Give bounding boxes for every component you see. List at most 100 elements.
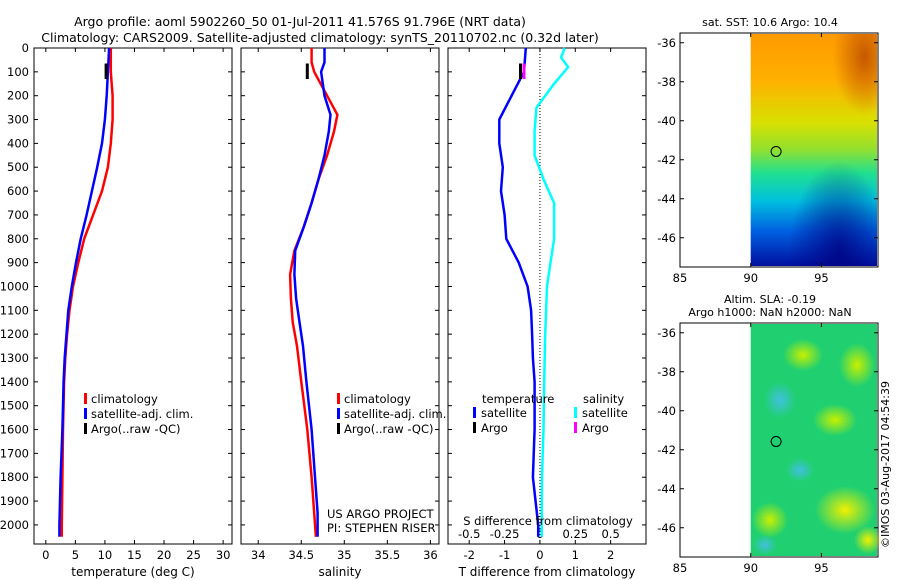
- legend-swatch-climatology: [84, 393, 87, 404]
- temperature-diff-label: T difference from climatology: [458, 565, 636, 579]
- figure-title-line2: Climatology: CARS2009. Satellite-adjuste…: [41, 30, 598, 45]
- lat-tick-label: -42: [657, 443, 676, 457]
- sla-blob: [764, 382, 796, 418]
- salinity-x-axis: 34 34.5 35 35.5 36: [251, 48, 438, 562]
- legend-swatch-temp-satellite: [473, 407, 476, 418]
- salinity-panel: 34 34.5 35 35.5 36 salinity climatology sate…: [240, 47, 446, 579]
- lat-tick-label: -40: [657, 114, 676, 128]
- salinity-plot-frame: [240, 47, 440, 545]
- legend-swatch-sal-satellite: [574, 407, 577, 418]
- x-tick-label: 35.5: [375, 548, 401, 562]
- sst-field: [750, 34, 877, 266]
- depth-tick-label: 1500: [0, 399, 29, 413]
- depth-tick-label: 1200: [0, 327, 29, 341]
- legend-swatch-climatology: [337, 393, 340, 404]
- depth-tick-label: 1000: [0, 279, 29, 293]
- x-tick-label: 36: [423, 548, 438, 562]
- temperature-x-axis: 0 5 10 15 20 25 30: [42, 48, 230, 562]
- depth-tick-label: 700: [7, 208, 29, 222]
- x-tick-label: 0: [536, 548, 543, 562]
- depth-tick-label: 1700: [0, 446, 29, 460]
- sla-blob: [815, 486, 875, 534]
- lat-tick-label: -38: [657, 75, 676, 89]
- lon-tick-label: 90: [743, 271, 758, 285]
- depth-tick-label: 200: [7, 89, 29, 103]
- legend-swatch-satellite: [337, 408, 340, 419]
- lat-tick-label: -36: [657, 36, 676, 50]
- sla-map-subtitle: Argo h1000: NaN h2000: NaN: [688, 306, 851, 319]
- temperature-series: [58, 47, 114, 537]
- lat-tick-label: -44: [657, 192, 676, 206]
- depth-tick-label: 400: [7, 136, 29, 150]
- legend-label-satellite: satellite-adj. clim.: [344, 407, 446, 421]
- lat-tick-label: -46: [657, 231, 676, 245]
- sst-map-panel: sat. SST: 10.6 Argo: 10.4 -36 -38 -40 -42 -4…: [657, 16, 879, 285]
- lat-tick-label: -42: [657, 153, 676, 167]
- legend-label-temp-satellite: satellite: [481, 406, 527, 420]
- temperature-legend: climatology satellite-adj. clim. Argo(..…: [84, 392, 193, 436]
- salinity-series: [288, 48, 339, 537]
- lon-tick-label: 85: [673, 271, 688, 285]
- lat-tick-label: -36: [657, 326, 676, 340]
- legend-label-satellite: satellite-adj. clim.: [91, 407, 193, 421]
- profile-location-marker: [770, 436, 782, 447]
- legend-swatch-sal-argo: [574, 422, 577, 433]
- credit-pi: PI: STEPHEN RISER: [327, 521, 436, 535]
- sst-map-lat-axis: -36 -38 -40 -42 -44 -46: [657, 36, 878, 245]
- salinity-diff-label: S difference from climatology: [463, 514, 633, 528]
- sla-map-title: Altim. SLA: -0.19: [724, 293, 816, 306]
- x-tick-label: 34: [251, 548, 266, 562]
- lon-tick-label: 95: [814, 561, 829, 575]
- depth-tick-label: 0: [22, 41, 29, 55]
- sla-blob: [813, 404, 857, 436]
- lon-tick-label: 85: [673, 561, 688, 575]
- sst-cold-patch: [750, 34, 877, 266]
- depth-tick-label: 1600: [0, 423, 29, 437]
- sla-map-lon-axis: 85 90 95: [673, 323, 829, 575]
- legend-label-argo: Argo(..raw -QC): [91, 422, 181, 436]
- temperature-x-label: temperature (deg C): [71, 565, 194, 579]
- difference-legend: temperature salinity satellite Argo sate…: [473, 392, 628, 435]
- legend-label-climatology: climatology: [344, 392, 411, 406]
- sla-blob: [783, 339, 823, 371]
- depth-tick-label: 1900: [0, 494, 29, 508]
- depth-tick-label: 1400: [0, 375, 29, 389]
- depth-tick-label: 2000: [0, 518, 29, 532]
- legend-label-climatology: climatology: [91, 392, 158, 406]
- series-satellite-adj-clim: [293, 48, 332, 537]
- series-salinity-satellite: [533, 47, 570, 537]
- sla-blob: [752, 502, 788, 538]
- legend-header-temperature: temperature: [482, 392, 554, 406]
- legend-label-sal-satellite: satellite: [582, 406, 628, 420]
- sla-map-lat-axis: -36 -38 -40 -42 -44 -46: [657, 326, 878, 535]
- salinity-legend: climatology satellite-adj. clim. Argo(..…: [337, 392, 446, 436]
- difference-y-ticks: [448, 47, 646, 526]
- x-tick-label: 15: [127, 548, 142, 562]
- credit-project: US ARGO PROJECT: [327, 507, 435, 521]
- depth-tick-label: 500: [7, 160, 29, 174]
- x-tick-label: 10: [98, 548, 113, 562]
- legend-label-temp-argo: Argo: [481, 421, 508, 435]
- salinity-diff-tick-label: 0.5: [601, 527, 619, 541]
- sla-blob: [854, 526, 882, 554]
- depth-tick-label: 1100: [0, 303, 29, 317]
- legend-header-salinity: salinity: [583, 392, 624, 406]
- legend-swatch-temp-argo: [473, 422, 476, 433]
- depth-tick-label: 600: [7, 184, 29, 198]
- x-tick-label: 2: [607, 548, 614, 562]
- x-tick-label: 30: [216, 548, 231, 562]
- depth-tick-label: 300: [7, 113, 29, 127]
- legend-label-sal-argo: Argo: [582, 421, 609, 435]
- salinity-y-ticks: [241, 47, 439, 526]
- difference-plot-frame: [447, 47, 647, 545]
- x-tick-label: -1: [499, 548, 510, 562]
- difference-panel: -2 -1 0 1 2 -0.5 -0.25 0 0.25 0.5 S difference f…: [447, 47, 647, 579]
- x-tick-label: 25: [186, 548, 201, 562]
- lon-tick-label: 95: [814, 271, 829, 285]
- legend-swatch-argo: [84, 423, 87, 434]
- x-tick-label: 34.5: [288, 548, 314, 562]
- depth-tick-label: 800: [7, 232, 29, 246]
- sla-blob: [839, 343, 875, 387]
- imos-timestamp: ©IMOS 03-Aug-2017 04:54:39: [879, 381, 892, 548]
